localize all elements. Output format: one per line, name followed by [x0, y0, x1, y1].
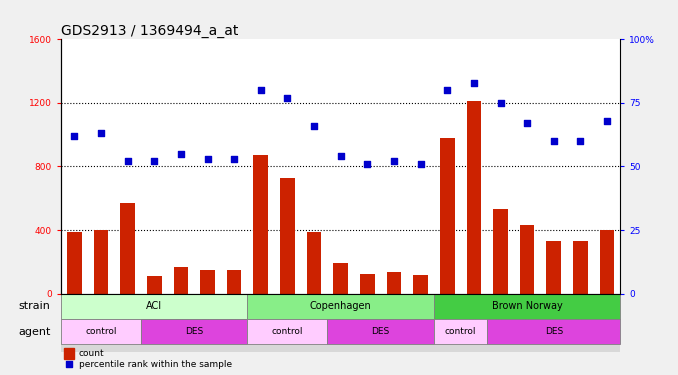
- Bar: [440, 138, 454, 294]
- Bar: [141, 319, 247, 344]
- Bar: [386, 272, 401, 294]
- Bar: [61, 319, 141, 344]
- Bar: [520, 225, 534, 294]
- Bar: [493, 209, 508, 294]
- Bar: [247, 319, 327, 344]
- Point: [442, 87, 453, 93]
- Point: [468, 80, 479, 86]
- Text: DES: DES: [544, 327, 563, 336]
- Point: [336, 153, 346, 159]
- Point: [495, 100, 506, 106]
- Bar: [434, 319, 487, 344]
- Bar: [61, 294, 247, 319]
- Bar: [247, 294, 434, 319]
- Point: [601, 118, 612, 124]
- Bar: [174, 267, 188, 294]
- Bar: [334, 262, 348, 294]
- Bar: [227, 270, 241, 294]
- Point: [149, 158, 160, 164]
- Bar: [573, 241, 588, 294]
- Bar: [64, 348, 74, 359]
- Point: [388, 158, 399, 164]
- Bar: [120, 203, 135, 294]
- Point: [415, 161, 426, 167]
- Point: [64, 361, 75, 367]
- Point: [69, 133, 80, 139]
- Point: [282, 95, 293, 101]
- Text: percentile rank within the sample: percentile rank within the sample: [79, 360, 232, 369]
- Text: agent: agent: [18, 327, 50, 337]
- Bar: [280, 178, 295, 294]
- Text: control: control: [272, 327, 303, 336]
- Point: [228, 156, 239, 162]
- Point: [549, 138, 559, 144]
- Point: [96, 130, 106, 136]
- Bar: [94, 230, 108, 294]
- Bar: [360, 274, 375, 294]
- Bar: [600, 230, 614, 294]
- Point: [202, 156, 213, 162]
- Bar: [434, 294, 620, 319]
- Text: Brown Norway: Brown Norway: [492, 301, 563, 311]
- Text: DES: DES: [185, 327, 203, 336]
- Text: ACI: ACI: [146, 301, 162, 311]
- Text: strain: strain: [18, 301, 50, 311]
- Bar: [487, 319, 620, 344]
- Point: [122, 158, 133, 164]
- Text: Copenhagen: Copenhagen: [310, 301, 372, 311]
- Bar: [254, 155, 268, 294]
- Point: [176, 151, 186, 157]
- Bar: [200, 270, 215, 294]
- Bar: [306, 232, 321, 294]
- Bar: [67, 232, 81, 294]
- Bar: [414, 275, 428, 294]
- Point: [522, 120, 533, 126]
- Point: [362, 161, 373, 167]
- Text: count: count: [79, 349, 104, 358]
- Text: DES: DES: [372, 327, 390, 336]
- Bar: [327, 319, 434, 344]
- Point: [256, 87, 266, 93]
- Text: control: control: [85, 327, 117, 336]
- Bar: [546, 241, 561, 294]
- Point: [575, 138, 586, 144]
- Point: [308, 123, 319, 129]
- Text: control: control: [445, 327, 477, 336]
- Text: GDS2913 / 1369494_a_at: GDS2913 / 1369494_a_at: [61, 24, 239, 38]
- Bar: [466, 101, 481, 294]
- Bar: [147, 276, 161, 294]
